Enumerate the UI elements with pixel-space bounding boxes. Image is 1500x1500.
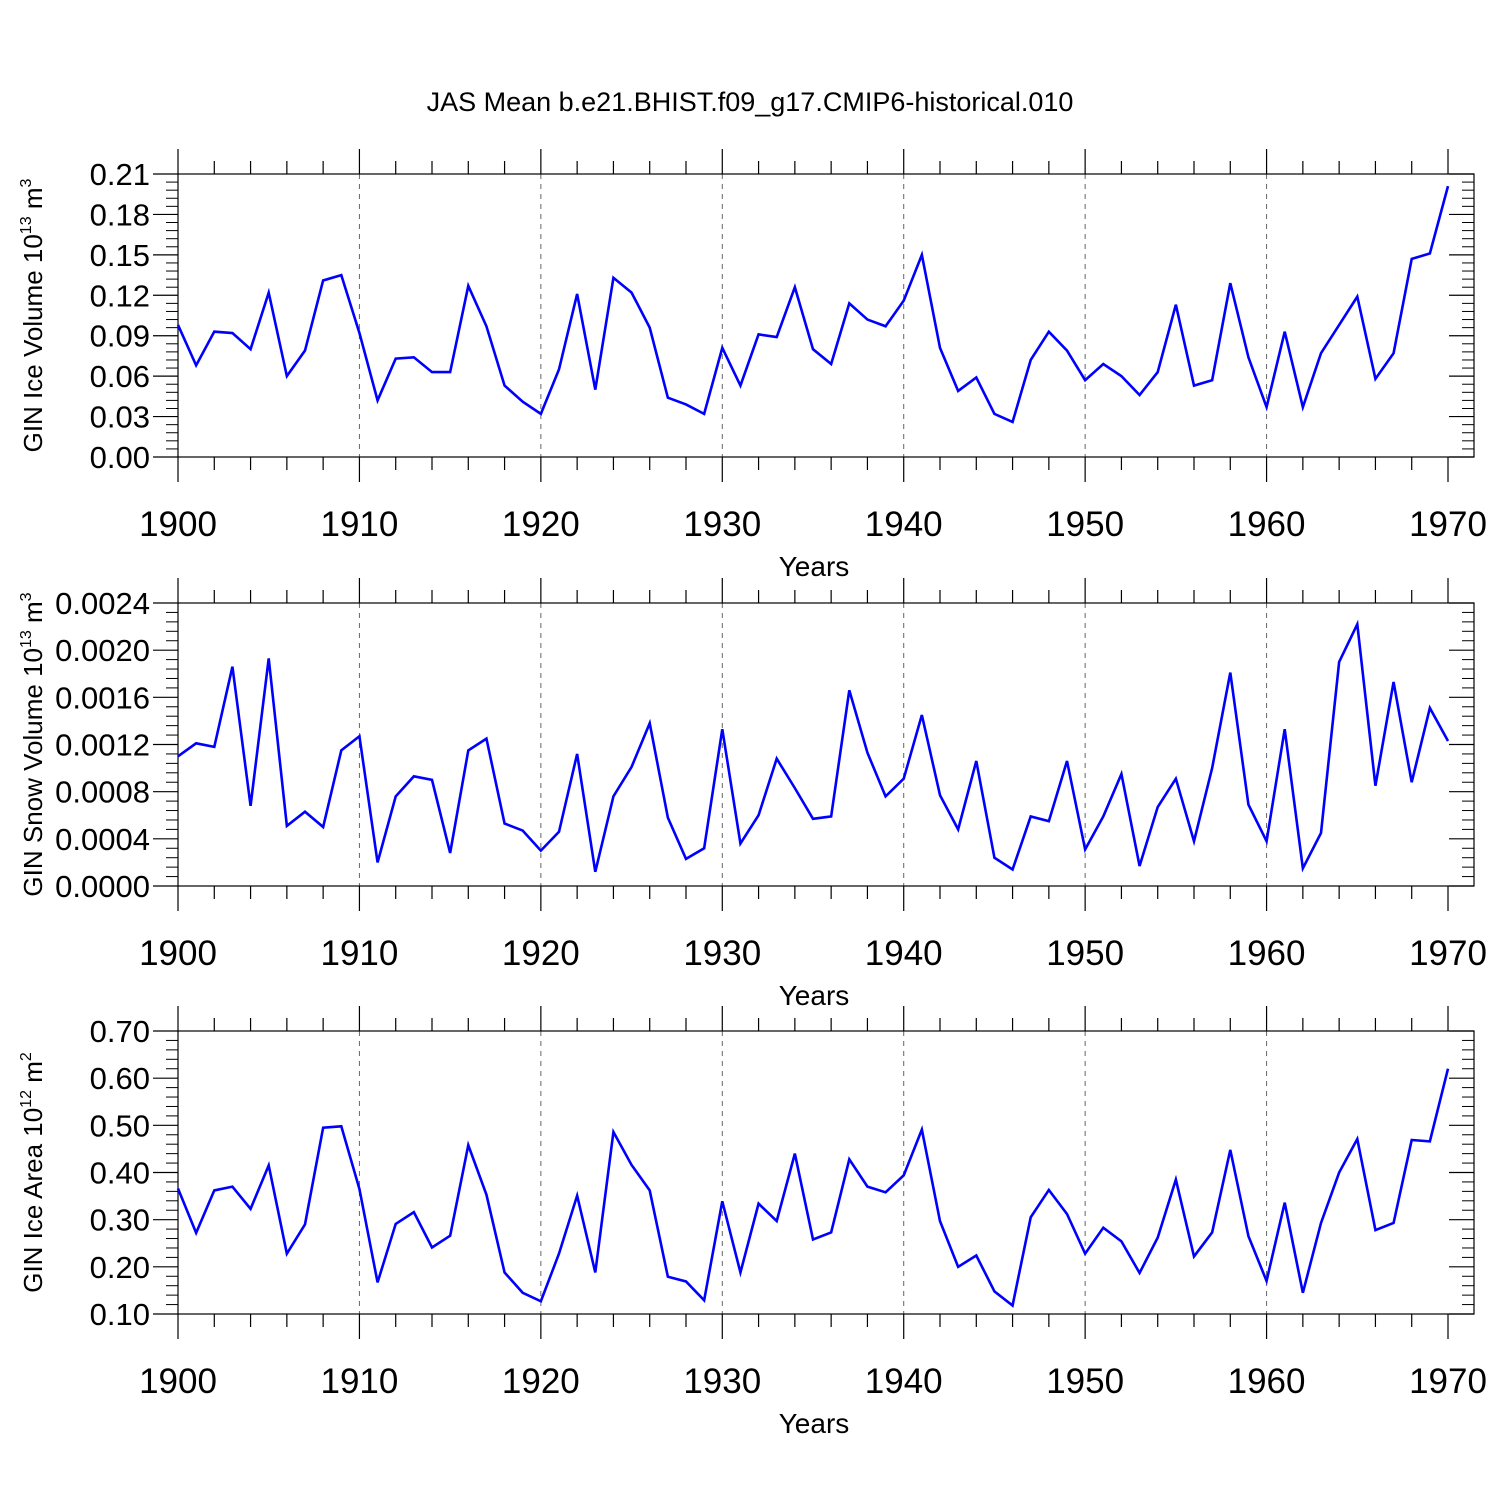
panel-ice-volume: 1900 1910 1920 1930 1940 1950 1960 1970 Years 0.0… [18,149,1487,582]
x-tick-label: 1910 [320,1362,398,1401]
x-tick-label: 1900 [139,934,217,973]
y-tick-label: 0.0012 [55,728,150,763]
x-tick-label: 1920 [502,505,580,544]
y-label-unit: m [18,601,48,630]
x-tick-label: 1960 [1228,1362,1306,1401]
y-tick-label: 0.0004 [55,822,150,857]
y-label-text: GIN Snow Volume 10 [18,648,48,897]
panel-ice-area: 1900 1910 1920 1930 1940 1950 1960 1970 Years 0.1… [18,1006,1487,1439]
y-label-unit-exponent: 3 [18,178,35,187]
y-tick-label: 0.60 [90,1061,150,1096]
x-tick-label: 1940 [865,934,943,973]
y-axis-label: GIN Ice Area 1012 m2 [18,1052,48,1293]
plot-frame [177,602,1475,887]
y-label-unit: m [18,1061,48,1090]
y-label-unit-exponent: 3 [18,592,35,601]
x-tick-label: 1950 [1046,934,1124,973]
x-tick-label: 1950 [1046,505,1124,544]
y-tick-label: 0.0008 [55,775,150,810]
y-tick-label: 0.0020 [55,633,150,668]
y-axis-label: GIN Snow Volume 1013 m3 [18,592,48,896]
y-label-unit: m [18,187,48,216]
x-tick-label: 1970 [1409,505,1487,544]
y-label-text: GIN Ice Area 10 [18,1108,48,1293]
y-tick-label: 0.21 [90,157,150,192]
plot-frame [177,173,1475,458]
panels-group: 1900 1910 1920 1930 1940 1950 1960 1970 Years 0.0… [18,149,1487,1439]
y-label-exponent: 12 [18,1090,35,1108]
x-axis-label: Years [779,980,850,1011]
y-axis-label: GIN Ice Volume 1013 m3 [18,178,48,452]
x-tick-label: 1970 [1409,934,1487,973]
x-tick-label: 1930 [683,934,761,973]
x-axis-label: Years [779,551,850,582]
chart-title: JAS Mean b.e21.BHIST.f09_g17.CMIP6-histo… [427,87,1074,117]
y-tick-label: 0.20 [90,1250,150,1285]
y-tick-label: 0.30 [90,1203,150,1238]
y-tick-label: 0.18 [90,197,150,232]
panel-snow-volume: 1900 1910 1920 1930 1940 1950 1960 1970 Years 0.0… [18,578,1487,1011]
y-label-exponent: 13 [18,216,35,234]
y-tick-label: 0.00 [90,440,150,475]
y-tick-label: 0.50 [90,1108,150,1143]
y-tick-label: 0.40 [90,1156,150,1191]
x-tick-label: 1900 [139,1362,217,1401]
y-label-text: GIN Ice Volume 10 [18,234,48,452]
x-tick-label: 1910 [320,505,398,544]
y-tick-label: 0.70 [90,1014,150,1049]
x-tick-label: 1960 [1228,934,1306,973]
y-tick-label: 0.15 [90,238,150,273]
y-tick-label: 0.09 [90,319,150,354]
y-tick-label: 0.12 [90,278,150,313]
x-tick-label: 1900 [139,505,217,544]
y-tick-label: 0.0016 [55,680,150,715]
x-tick-label: 1940 [865,505,943,544]
x-axis-label: Years [779,1408,850,1439]
x-tick-label: 1930 [683,1362,761,1401]
y-tick-label: 0.06 [90,359,150,394]
x-tick-label: 1920 [502,934,580,973]
x-tick-label: 1970 [1409,1362,1487,1401]
series-line-ice-area [176,1068,1450,1308]
y-tick-label: 0.0024 [55,586,150,621]
x-tick-label: 1950 [1046,1362,1124,1401]
y-tick-label: 0.03 [90,400,150,435]
x-tick-label: 1910 [320,934,398,973]
series-line-snow-volume [177,619,1450,873]
plot-frame [177,1030,1475,1315]
series-line-ice-volume [176,185,1450,424]
x-tick-label: 1960 [1228,505,1306,544]
y-tick-label: 0.0000 [55,869,150,904]
x-tick-label: 1940 [865,1362,943,1401]
x-tick-label: 1930 [683,505,761,544]
y-tick-label: 0.10 [90,1297,150,1332]
y-label-unit-exponent: 2 [18,1052,35,1061]
x-tick-label: 1920 [502,1362,580,1401]
y-label-exponent: 13 [18,630,35,648]
